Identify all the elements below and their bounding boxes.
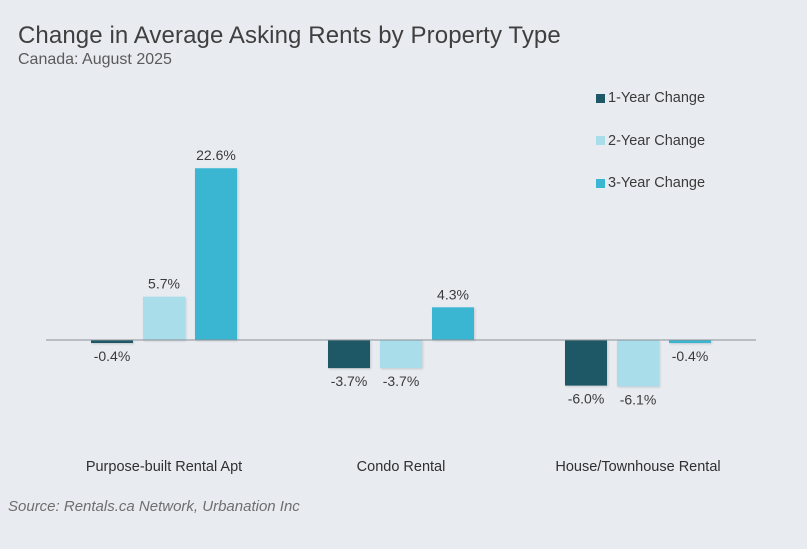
bar-3-3 [669, 340, 711, 344]
category-label-1: Purpose-built Rental Apt [86, 459, 242, 475]
value-label-1-1: -0.4% [94, 348, 131, 364]
chart-title: Change in Average Asking Rents by Proper… [18, 22, 561, 49]
legend-label-2-year: 2-Year Change [608, 132, 706, 149]
legend-item-3-year: 3-Year Change [596, 173, 796, 193]
bar-3-1 [195, 168, 237, 340]
bar-1-3 [565, 340, 607, 386]
value-label-1-3: -6.0% [568, 391, 605, 407]
bar-1-1 [91, 340, 133, 344]
legend-label-3-year: 3-Year Change [608, 175, 706, 191]
category-label-3: House/Townhouse Rental [555, 459, 720, 475]
value-label-2-1: 5.7% [148, 276, 180, 292]
value-label-1-2: -3.7% [331, 373, 368, 389]
value-label-2-3: -6.1% [620, 391, 657, 407]
value-label-3-3: -0.4% [672, 348, 709, 364]
legend-label-1-year: 1-Year Change [608, 90, 706, 106]
legend-swatch-1-year [596, 93, 605, 103]
value-label-3-1: 22.6% [196, 147, 236, 163]
legend-item-1-year: 1-Year Change [596, 88, 796, 108]
source-note: Source: Rentals.ca Network, Urbanation I… [8, 498, 300, 515]
legend-swatch-2-year [596, 136, 605, 145]
bar-3-2 [432, 307, 474, 340]
legend-swatch-3-year [596, 178, 605, 188]
bar-2-2 [380, 340, 422, 369]
chart-legend: 1-Year Change 2-Year Change 3-Year Chang… [596, 88, 796, 216]
bar-2-3 [617, 340, 659, 387]
value-label-3-2: 4.3% [437, 286, 469, 302]
value-label-2-2: -3.7% [383, 373, 420, 389]
bar-1-2 [328, 340, 370, 369]
legend-item-2-year: 2-Year Change [596, 131, 796, 151]
category-label-2: Condo Rental [357, 459, 446, 475]
bar-2-1 [143, 296, 185, 340]
chart-subtitle: Canada: August 2025 [18, 51, 172, 68]
